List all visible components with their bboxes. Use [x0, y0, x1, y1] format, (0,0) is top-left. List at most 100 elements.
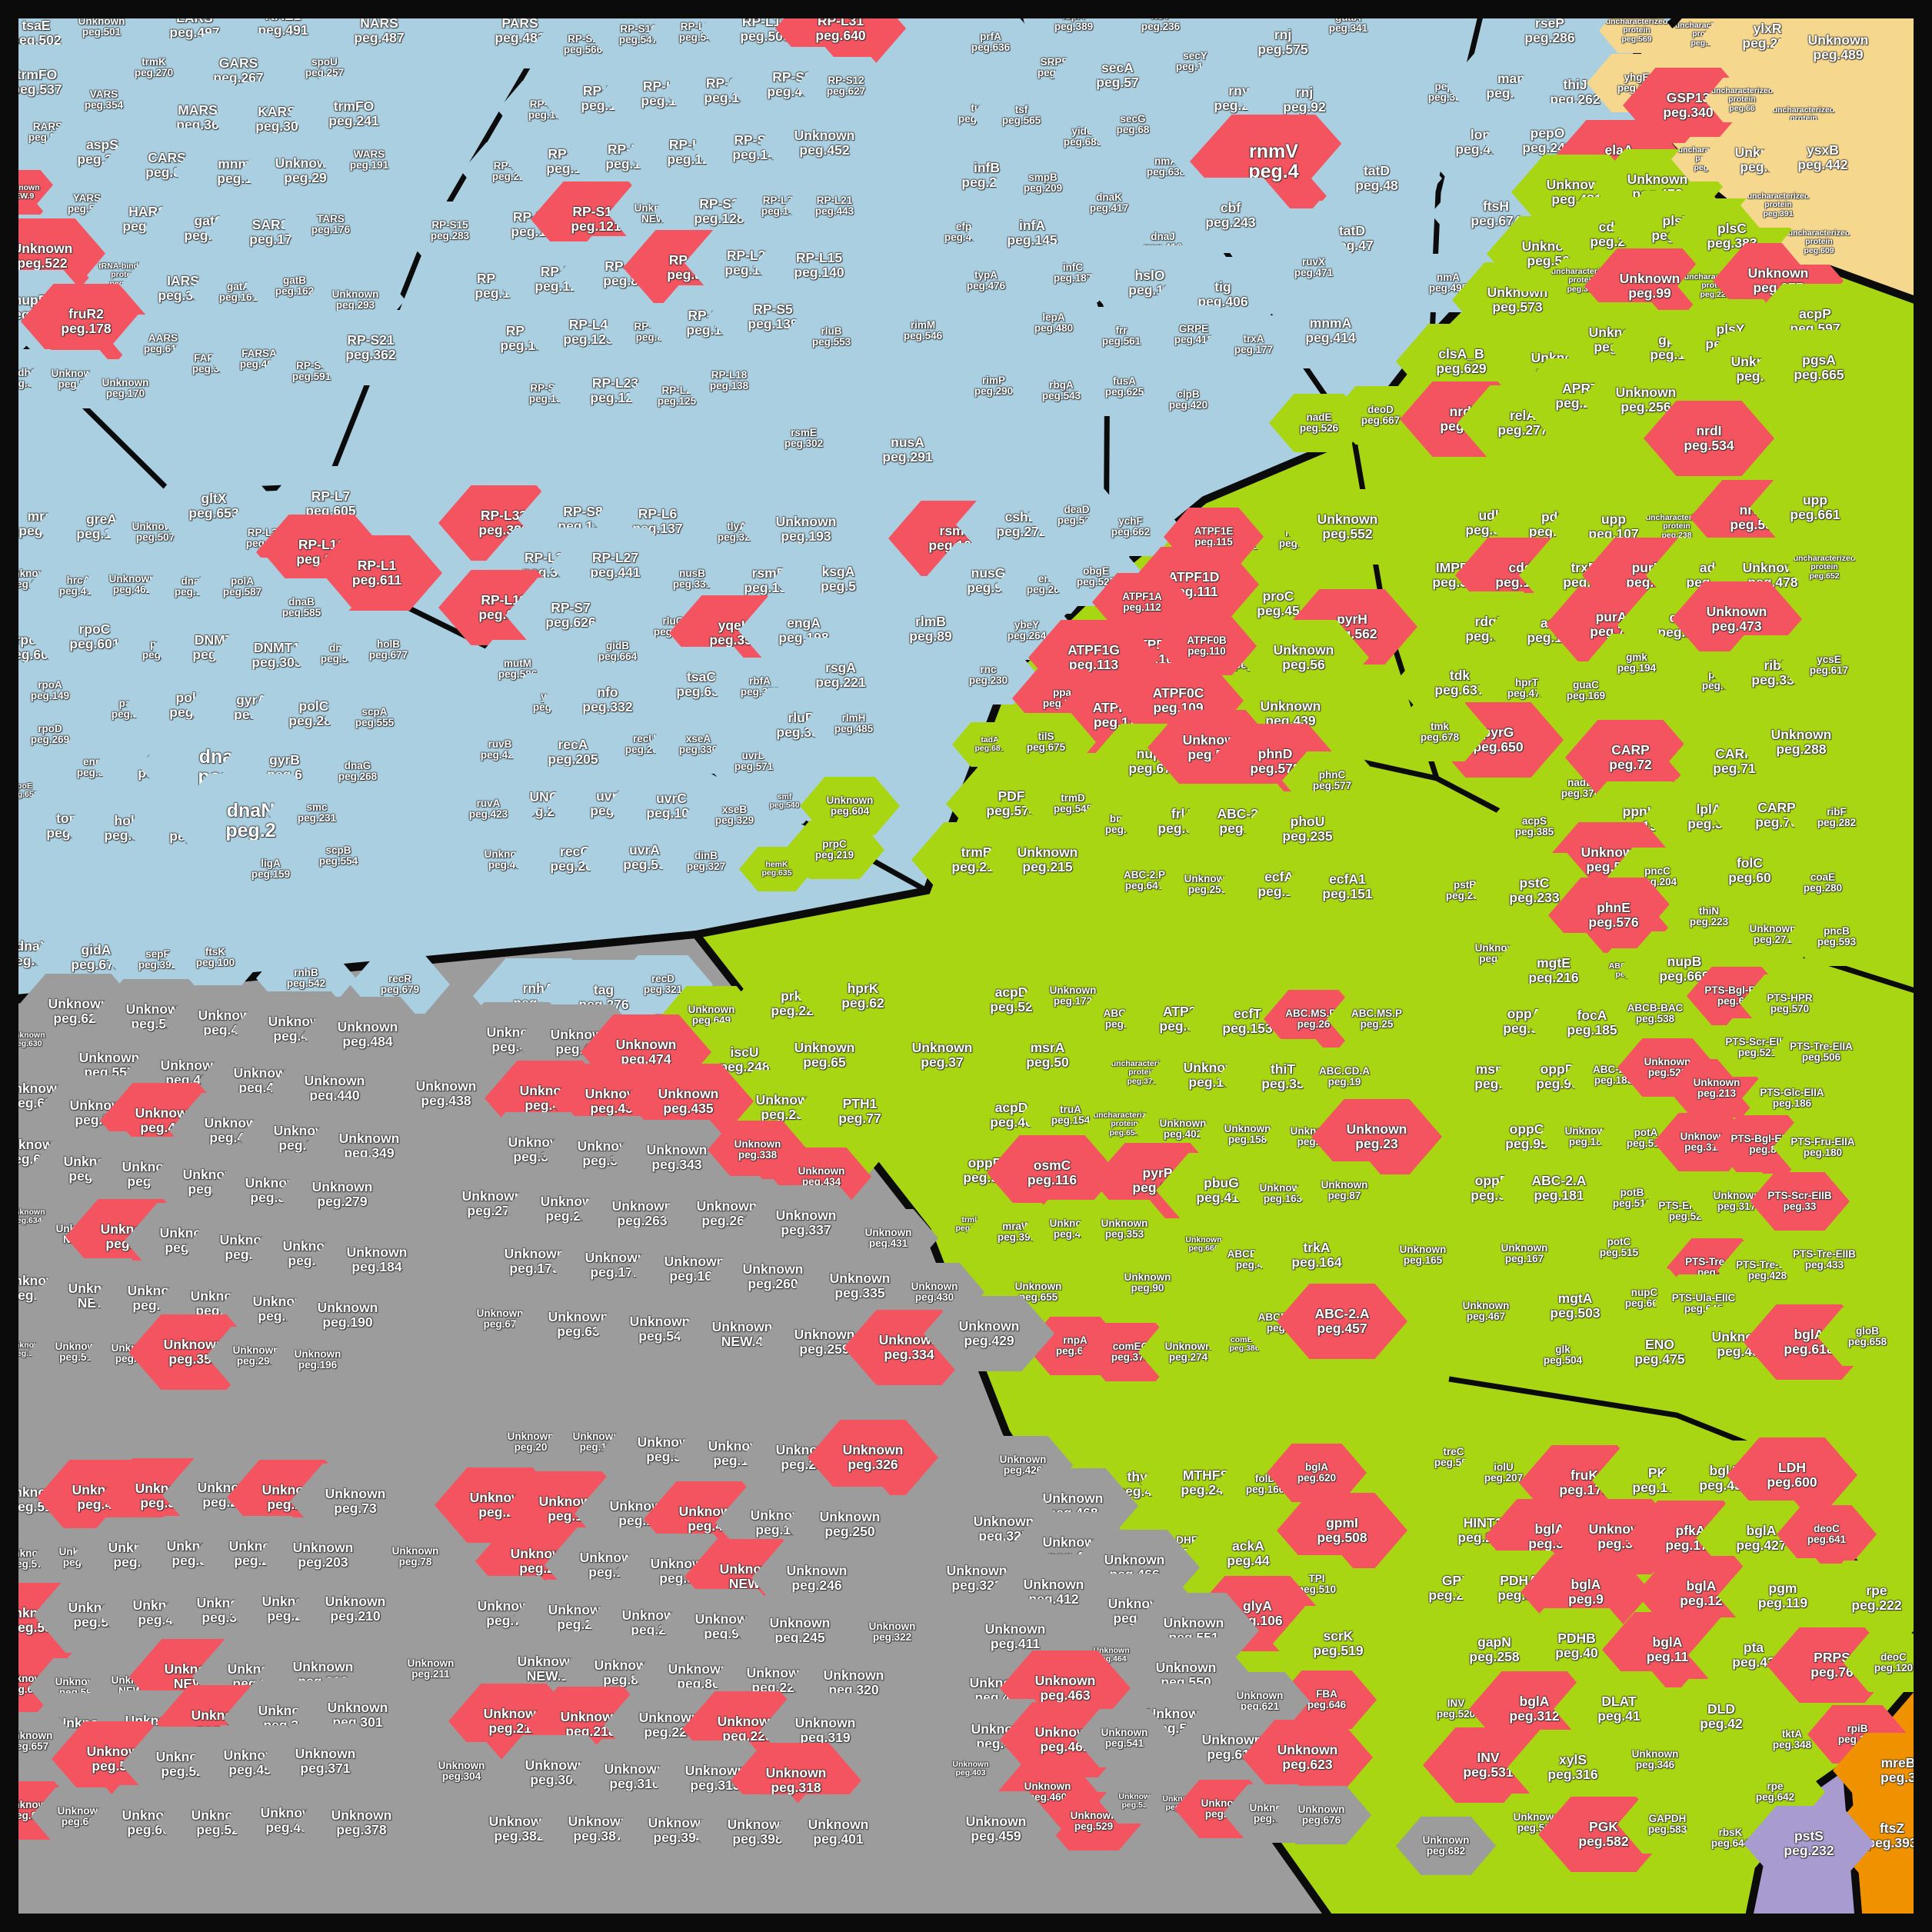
- cell-peg-id: peg.50: [1026, 1054, 1069, 1070]
- cell-peg-id: peg.604: [830, 805, 870, 817]
- cell-gene-name: RP-L31: [817, 13, 864, 29]
- cell-gene-name: Unknown: [794, 1040, 855, 1056]
- cell-peg-id: peg.164: [1291, 1254, 1342, 1270]
- cell-peg-id: peg.503: [1550, 1305, 1601, 1321]
- cell-peg-id: peg.216: [1528, 970, 1579, 985]
- cell-gene-name: mgtA: [1557, 1291, 1593, 1307]
- cell-gene-name: rnpA: [1063, 1334, 1088, 1346]
- cell-gene-name: Unknown: [1014, 1280, 1062, 1292]
- cell-peg-id: peg.463: [1040, 1687, 1091, 1703]
- cell-gene-name: lepA: [1042, 311, 1065, 323]
- cell-gene-name: Unknown: [1422, 1834, 1470, 1846]
- cell-gene-name: tig: [1214, 279, 1231, 295]
- cell-peg-id: NEW.4: [721, 1334, 764, 1349]
- cell-peg-id: peg.99: [1628, 285, 1671, 301]
- cell-peg-id: peg.153: [1222, 1021, 1273, 1036]
- cell-peg-id: peg.542: [286, 978, 326, 989]
- cell-peg-id: peg.576: [1588, 914, 1639, 930]
- cell-gene-name: Unknown: [476, 1307, 524, 1319]
- cell-gene-name: Unknown: [292, 1659, 354, 1675]
- cell-gene-name: PTS-HPR: [1767, 991, 1813, 1004]
- cell-peg-id: peg.583: [1647, 1824, 1687, 1835]
- cell-gene-name: Unknown: [325, 1486, 386, 1502]
- cell-gene-name: bglA: [1305, 1461, 1328, 1473]
- cell-gene-name: trmFO: [16, 67, 58, 83]
- cell-peg-id: peg.386: [1229, 1344, 1260, 1353]
- cell-peg-id: peg.487: [354, 30, 405, 45]
- cell-gene-name: Unknown: [78, 15, 125, 27]
- cell-gene-name: infA: [1018, 218, 1046, 234]
- cell-gene-name: GARS: [218, 55, 258, 72]
- cell-peg-id: peg.641: [1807, 1534, 1847, 1545]
- cell-peg-id: peg.431: [868, 1237, 908, 1249]
- cell-peg-id: peg.629: [1436, 361, 1487, 376]
- cell-gene-name: bglA: [1652, 1634, 1683, 1651]
- cell-peg-id: peg.219: [814, 849, 854, 861]
- cell-gene-name: mreB: [1880, 1755, 1916, 1771]
- cell-gene-name: hemK: [765, 859, 788, 869]
- cell-gene-name: Unknown: [1023, 1577, 1084, 1593]
- cell-peg-id: peg.570: [1770, 1003, 1810, 1014]
- cell-gene-name: potA: [1634, 1126, 1658, 1138]
- cell-gene-name: scrK: [1323, 1628, 1354, 1644]
- cell-peg-id: peg.489: [1813, 47, 1864, 62]
- cell-gene-name: uncharacterized protein: [1710, 86, 1774, 105]
- cell-peg-id: peg.504: [1543, 1354, 1583, 1366]
- cell-peg-id: peg.565: [1001, 115, 1041, 126]
- cell-gene-name: Unknown: [1615, 385, 1677, 401]
- cell-peg-id: peg.282: [1817, 817, 1857, 828]
- cell-gene-name: PARS: [501, 15, 538, 32]
- cell-gene-name: ruvX: [1301, 255, 1325, 268]
- cell-gene-name: Unknown: [658, 1086, 719, 1102]
- cell-peg-id: peg.44: [1227, 1553, 1270, 1568]
- cell-gene-name: Unknown: [1034, 1673, 1096, 1689]
- cell-peg-id: peg.213: [1697, 1088, 1737, 1099]
- cell-peg-id: peg.221: [815, 675, 866, 690]
- cell-peg-id: peg.440: [309, 1088, 360, 1103]
- cell-gene-name: pstS: [1794, 1828, 1824, 1844]
- cell-gene-name: treC: [1443, 1445, 1464, 1457]
- cell-gene-name: RP-L1: [357, 558, 397, 574]
- cell-gene-name: rbfA: [749, 675, 771, 687]
- cell-peg-id: peg.263: [617, 1213, 668, 1228]
- cell-peg-id: peg.291: [882, 449, 933, 465]
- cell-gene-name: ATPF0C: [1152, 685, 1204, 701]
- cell-peg-id: peg.515: [1599, 1247, 1639, 1258]
- cell-gene-name: pgsA: [1802, 352, 1836, 368]
- cell-Unknown-peg-346[interactable]: Unknown peg.346: [1605, 1730, 1705, 1789]
- cell-peg-id: peg.304: [441, 1770, 481, 1782]
- cell-peg-id: peg.433: [1804, 1259, 1844, 1271]
- cell-gene-name: Unknown: [946, 1563, 1008, 1579]
- cell-peg-id: peg.271: [1753, 934, 1793, 945]
- cell-gene-name: rbgA: [1049, 378, 1074, 391]
- cell-gene-name: tmk: [1430, 720, 1449, 732]
- cell-holB-peg-677[interactable]: holB peg.677: [338, 621, 438, 679]
- cell-peg-id: peg.41: [1597, 1708, 1641, 1724]
- cell-peg-id: peg.42: [1700, 1716, 1743, 1731]
- cell-gene-name: Unknown: [1024, 1780, 1071, 1792]
- cell-gene-name: TPI: [1308, 1572, 1325, 1584]
- cell-gene-name: dnaG: [344, 759, 371, 771]
- cell-gene-name: nmA: [1437, 271, 1460, 283]
- cell-gene-name: uncharacterized protein: [1787, 228, 1850, 247]
- cell-ribF-peg-282[interactable]: ribF peg.282: [1787, 788, 1887, 847]
- cell-peg-id: peg.571: [734, 761, 774, 772]
- cell-peg-id: peg.235: [1282, 828, 1333, 844]
- cell-gene-name: Unknown: [337, 1019, 398, 1035]
- cell-peg-id: peg.72: [1609, 757, 1652, 772]
- cell-gene-name: Unknown: [1501, 1241, 1548, 1254]
- cell-gene-name: rpoD: [38, 722, 62, 734]
- cell-peg-id: peg.634: [12, 1216, 42, 1225]
- cell-gene-name: Unknown: [1399, 1243, 1447, 1255]
- cell-gene-name: RP-S21: [347, 332, 395, 348]
- cell-gene-name: Unknown: [507, 1430, 555, 1442]
- cell-gene-name: gapN: [1477, 1634, 1511, 1651]
- cell-peg-id: peg.33: [1783, 1201, 1817, 1212]
- cell-gene-name: rimP: [981, 374, 1005, 386]
- cell-peg-id: peg.676: [1301, 1814, 1341, 1826]
- cell-peg-id: peg.54: [638, 1328, 681, 1344]
- cell-gene-name: FBA: [1316, 1687, 1337, 1700]
- cell-peg-id: peg.26: [1297, 1018, 1331, 1030]
- cell-gene-name: ftsH: [1482, 198, 1510, 215]
- cell-gene-name: ABCB-BAC: [1627, 1001, 1684, 1014]
